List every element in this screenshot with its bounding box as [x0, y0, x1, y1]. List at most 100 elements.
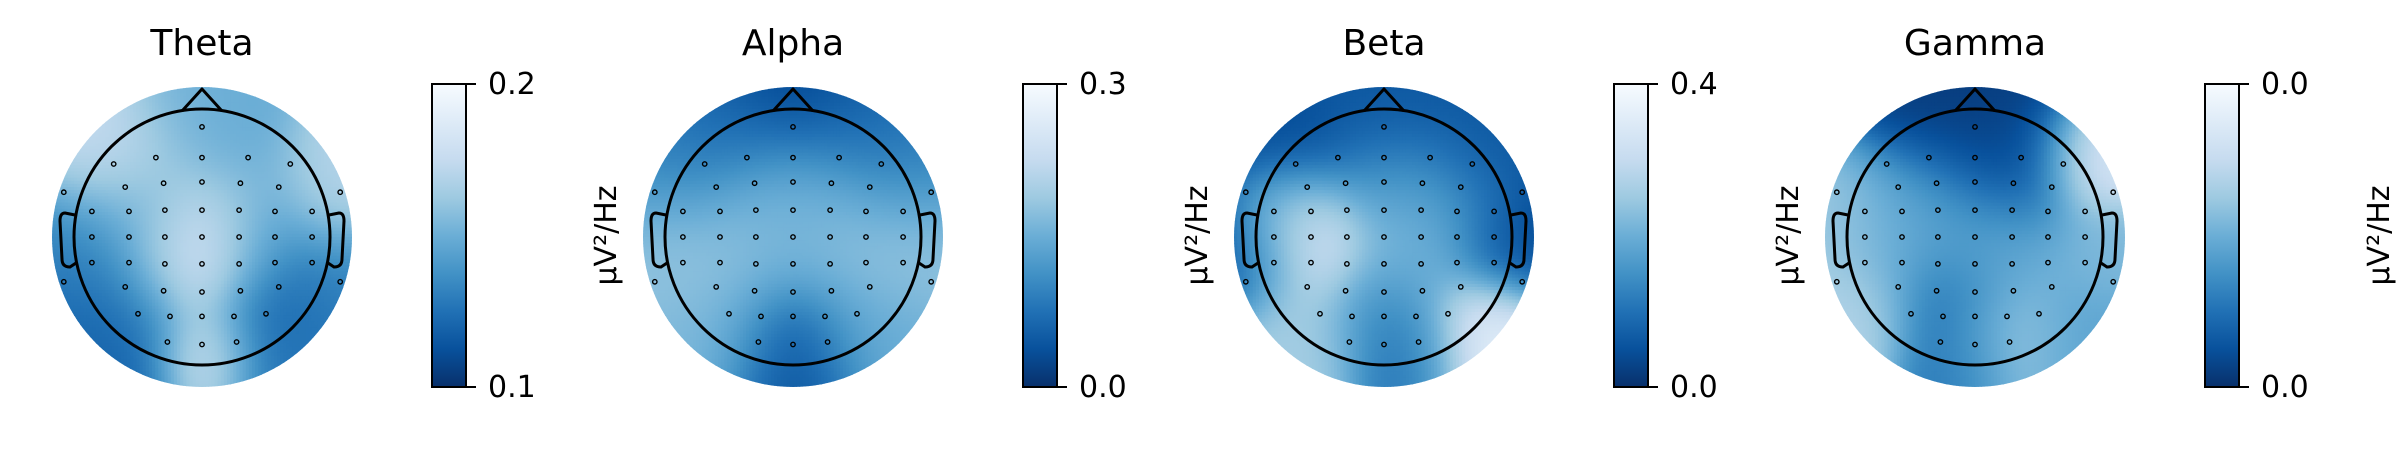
heatmap-cell: [240, 87, 244, 91]
heatmap-cell: [83, 137, 87, 141]
heatmap-cell: [80, 140, 84, 144]
heatmap-cell: [118, 106, 122, 110]
heatmap-cell: [293, 112, 297, 116]
heatmap-cell: [68, 159, 72, 163]
heatmap-cell: [71, 153, 75, 157]
heatmap-cell: [308, 128, 312, 132]
heatmap-cell: [136, 96, 140, 100]
heatmap-cell: [308, 125, 312, 129]
heatmap-cell: [143, 90, 147, 94]
heatmap-cell: [349, 262, 353, 266]
heatmap-cell: [321, 140, 325, 144]
heatmap-cell: [52, 271, 56, 275]
heatmap-cell: [340, 168, 344, 172]
heatmap-cell: [93, 128, 97, 132]
heatmap-cell: [302, 121, 306, 125]
heatmap-cell: [158, 87, 162, 91]
heatmap-cell: [58, 171, 62, 175]
heatmap-cell: [52, 268, 56, 272]
heatmap-cell: [327, 146, 331, 150]
heatmap-cell: [55, 187, 59, 191]
heatmap-cell: [127, 100, 131, 104]
heatmap-cell: [343, 178, 347, 182]
heatmap-cell: [336, 168, 340, 172]
heatmap-cell: [155, 87, 159, 91]
heatmap-cell: [346, 181, 350, 185]
heatmap-cell: [130, 100, 134, 104]
heatmap-cell: [90, 128, 94, 132]
heatmap-cell: [258, 90, 262, 94]
heatmap-cell: [346, 184, 350, 188]
heatmap-cell: [105, 115, 109, 119]
heatmap-cell: [52, 203, 56, 207]
heatmap-cell: [99, 118, 103, 122]
heatmap-cell: [152, 87, 156, 91]
heatmap-cell: [349, 206, 353, 210]
heatmap-cell: [58, 175, 62, 179]
heatmap-cell: [343, 181, 347, 185]
heatmap-cell: [349, 193, 353, 197]
heatmap-cell: [318, 137, 322, 141]
heatmap-cell: [318, 134, 322, 138]
heatmap-cell: [246, 87, 250, 91]
heatmap-cell: [130, 96, 134, 100]
heatmap-cell: [55, 181, 59, 185]
heatmap-cell: [349, 203, 353, 207]
heatmap-cell: [343, 171, 347, 175]
heatmap-cell: [349, 190, 353, 194]
heatmap-cell: [296, 112, 300, 116]
heatmap-cell: [152, 90, 156, 94]
heatmap-cell: [52, 196, 56, 200]
heatmap-cell: [290, 112, 294, 116]
heatmap-cell: [324, 140, 328, 144]
heatmap-cell: [96, 125, 100, 129]
heatmap-cell: [283, 106, 287, 110]
heatmap-cell: [246, 90, 250, 94]
heatmap-cell: [77, 140, 81, 144]
heatmap-cell: [149, 90, 153, 94]
heatmap-cell: [311, 128, 315, 132]
heatmap-cell: [86, 134, 90, 138]
heatmap-cell: [74, 150, 78, 154]
heatmap-cell: [349, 196, 353, 200]
heatmap-cell: [168, 87, 172, 91]
heatmap-cell: [71, 156, 75, 160]
heatmap-cell: [280, 103, 284, 107]
heatmap-cell: [77, 143, 81, 147]
heatmap-cell: [340, 171, 344, 175]
heatmap-cell: [336, 162, 340, 166]
heatmap-cell: [146, 93, 150, 97]
heatmap-cell: [255, 93, 259, 97]
heatmap-cell: [321, 137, 325, 141]
heatmap-cell: [111, 109, 115, 113]
heatmap-cell: [311, 131, 315, 135]
heatmap-cell: [249, 87, 253, 91]
heatmap-cell: [286, 106, 290, 110]
heatmap-cell: [349, 268, 353, 272]
heatmap-cell: [61, 168, 65, 172]
heatmap-cell: [65, 165, 69, 169]
heatmap-cell: [121, 106, 125, 110]
heatmap-cell: [249, 90, 253, 94]
heatmap-cell: [133, 96, 137, 100]
heatmap-cell: [68, 156, 72, 160]
heatmap-cell: [143, 93, 147, 97]
heatmap-cell: [255, 90, 259, 94]
heatmap-cell: [315, 131, 319, 135]
heatmap-cell: [336, 165, 340, 169]
heatmap-cell: [265, 96, 269, 100]
heatmap-cell: [333, 159, 337, 163]
heatmap-cell: [146, 90, 150, 94]
heatmap-cell: [55, 184, 59, 188]
heatmap-cell: [74, 146, 78, 150]
heatmap-cell: [102, 118, 106, 122]
heatmap-cell: [346, 178, 350, 182]
heatmap-cell: [324, 143, 328, 147]
heatmap-cell: [243, 87, 247, 91]
heatmap-cell: [340, 165, 344, 169]
heatmap-cell: [343, 175, 347, 179]
heatmap-cell: [330, 150, 334, 154]
heatmap-cell: [96, 121, 100, 125]
heatmap-cell: [121, 103, 125, 107]
heatmap-cell: [236, 87, 240, 91]
